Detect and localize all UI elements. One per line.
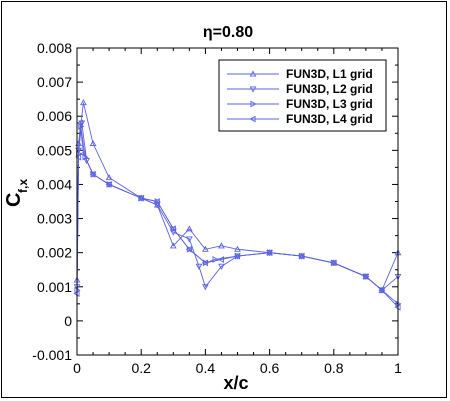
data-point: [195, 263, 203, 270]
x-tick-label: 0.8: [324, 360, 344, 376]
y-tick-label: 0.001: [37, 279, 72, 295]
data-point: [218, 263, 225, 270]
data-point: [185, 245, 192, 253]
legend-item: FUN3D, L4 grid: [227, 112, 373, 126]
data-point: [202, 284, 209, 291]
y-tick-label: 0.007: [37, 74, 72, 90]
data-point: [234, 245, 241, 252]
data-point: [76, 119, 83, 127]
legend-item: FUN3D, L2 grid: [227, 82, 373, 96]
y-axis-label: C f,x: [3, 179, 30, 207]
plot-area: [76, 47, 399, 356]
series-line: [76, 126, 399, 305]
y-tick-label: 0.008: [37, 40, 72, 56]
data-point: [185, 236, 193, 243]
data-point: [89, 139, 97, 147]
legend-label: FUN3D, L3 grid: [286, 97, 373, 111]
x-tick-label: 0.2: [131, 360, 151, 376]
legend-item: FUN3D, L1 grid: [227, 67, 373, 81]
y-axis-label-main: C: [3, 193, 25, 207]
data-point: [169, 225, 176, 233]
x-tick-label: 1: [394, 360, 402, 376]
y-tick-label: 0.003: [37, 211, 72, 227]
chart-title: η=0.80: [203, 24, 253, 41]
legend-item: FUN3D, L3 grid: [227, 97, 373, 111]
legend-label: FUN3D, L4 grid: [286, 112, 373, 126]
data-point: [105, 181, 112, 188]
data-point: [202, 245, 209, 252]
series-4: [73, 119, 401, 311]
series-layer: [73, 99, 402, 311]
legend-marker: [250, 100, 257, 108]
data-point: [137, 194, 144, 202]
data-point: [89, 170, 96, 178]
x-axis-label: x/c: [223, 373, 248, 393]
data-point: [330, 259, 337, 267]
legend-label: FUN3D, L2 grid: [286, 82, 373, 96]
data-point: [298, 252, 305, 260]
x-tick-label: 0: [73, 360, 81, 376]
series-line: [76, 122, 399, 291]
data-point: [217, 256, 224, 263]
y-tick-label: -0.001: [32, 347, 72, 363]
data-point: [266, 249, 273, 257]
y-axis-label-subscript: f,x: [16, 179, 30, 193]
data-point: [218, 242, 225, 249]
data-point: [233, 252, 241, 260]
data-point: [105, 174, 113, 181]
data-point: [79, 150, 86, 158]
data-point: [80, 99, 87, 106]
x-tick-label: 0.4: [196, 360, 216, 376]
series-3: [74, 123, 402, 308]
y-tick-label: 0: [64, 313, 72, 329]
series-2: [73, 120, 402, 294]
series-line: [76, 122, 399, 308]
data-point: [83, 158, 90, 165]
y-tick-label: 0.004: [37, 176, 72, 192]
data-point: [169, 242, 177, 249]
legend-label: FUN3D, L1 grid: [286, 67, 373, 81]
legend-marker: [249, 70, 257, 77]
data-point: [201, 259, 208, 267]
legend-marker: [249, 86, 257, 93]
data-point: [378, 286, 385, 294]
data-point: [153, 198, 160, 205]
legend-marker: [249, 115, 256, 123]
y-tick-label: 0.006: [37, 108, 72, 124]
y-tick-label: 0.005: [37, 142, 72, 158]
y-tick-label: 0.002: [37, 245, 72, 261]
data-point: [362, 273, 369, 280]
x-tick-label: 0.6: [260, 360, 280, 376]
data-point: [185, 225, 193, 232]
data-point: [75, 153, 82, 161]
